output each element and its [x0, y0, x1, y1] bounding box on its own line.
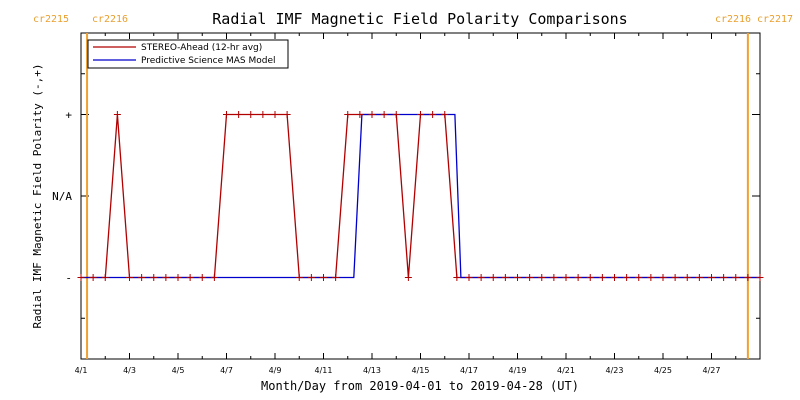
- x-tick-label: 4/11: [315, 366, 333, 375]
- data-point: [295, 274, 303, 281]
- data-point: [732, 274, 740, 281]
- data-point: [453, 274, 461, 281]
- data-point: [186, 274, 194, 281]
- legend-box: [87, 39, 289, 69]
- data-point: [501, 274, 509, 281]
- data-point: [744, 274, 752, 281]
- x-tick-label: 4/23: [606, 366, 624, 375]
- x-tick-label: 4/9: [269, 366, 282, 375]
- data-point: [392, 111, 400, 118]
- x-tick-label: 4/3: [123, 366, 136, 375]
- axes: 4/1 4/3 4/5 4/7 4/9 4/11 4/13 4/15 4/17 4/19 4/21 4…: [52, 33, 761, 375]
- legend: STEREO-Ahead (12-hr avg) Predictive Scie…: [87, 39, 289, 69]
- data-point: [247, 111, 255, 118]
- data-point: [611, 274, 618, 281]
- x-tick-label: 4/15: [412, 366, 430, 375]
- data-point: [574, 274, 582, 281]
- data-point: [538, 274, 546, 281]
- x-tick-label: 4/1: [75, 366, 88, 375]
- data-point: [562, 274, 570, 281]
- data-point: [417, 111, 424, 118]
- y-axis-label: Radial IMF Magnetic Field Polarity (-,+): [31, 64, 44, 329]
- data-point: [659, 274, 667, 281]
- data-point: [368, 111, 376, 118]
- data-point: [683, 274, 691, 281]
- data-point: [344, 111, 352, 118]
- x-tick-label: 4/13: [363, 366, 381, 375]
- data-point: [489, 274, 497, 281]
- x-tick-label: 4/5: [172, 366, 185, 375]
- data-point: [307, 274, 315, 281]
- data-point: [550, 274, 558, 281]
- data-point: [223, 111, 230, 118]
- data-point: [720, 274, 728, 281]
- data-point: [465, 274, 473, 281]
- x-tick-label: 4/25: [654, 366, 672, 375]
- rotation-label-right-2: cr2217: [757, 14, 793, 25]
- x-tick-label: 4/19: [509, 366, 527, 375]
- data-point: [235, 111, 243, 118]
- x-axis-label: Month/Day from 2019-04-01 to 2019-04-28 …: [261, 379, 579, 393]
- data-point: [332, 274, 340, 281]
- chart-title: Radial IMF Magnetic Field Polarity Compa…: [212, 10, 627, 28]
- x-tick-label: 4/17: [460, 366, 478, 375]
- data-point: [623, 274, 631, 281]
- data-point: [126, 274, 133, 281]
- series-line-1: [81, 113, 760, 279]
- data-point: [150, 274, 158, 281]
- x-tick-label: 4/21: [557, 366, 575, 375]
- data-point: [441, 111, 449, 118]
- data-point: [356, 111, 364, 118]
- data-point: [477, 274, 485, 281]
- data-point: [380, 111, 388, 118]
- data-point: [526, 274, 534, 281]
- data-point: [756, 274, 764, 281]
- data-point: [586, 274, 594, 281]
- data-point: [113, 111, 121, 118]
- plot-frame: [80, 32, 761, 360]
- data-point: [514, 274, 521, 281]
- x-tick-label: 4/27: [703, 366, 721, 375]
- data-point: [210, 274, 218, 281]
- data-point: [198, 274, 206, 281]
- y-tick-label: N/A: [52, 190, 72, 203]
- data-point: [283, 111, 291, 118]
- data-point: [162, 274, 170, 281]
- data-point: [635, 274, 643, 281]
- legend-label-model: Predictive Science MAS Model: [141, 56, 276, 66]
- rotation-label-left-2: cr2216: [92, 14, 128, 25]
- data-point: [320, 274, 327, 281]
- data-point: [89, 274, 97, 281]
- data-point: [101, 274, 109, 281]
- y-tick-label: +: [65, 109, 72, 122]
- data-point: [647, 274, 655, 281]
- data-point: [695, 274, 703, 281]
- data-point: [708, 274, 715, 281]
- legend-label-stereo: STEREO-Ahead (12-hr avg): [141, 43, 262, 53]
- x-tick-label: 4/7: [220, 366, 233, 375]
- data-point: [429, 111, 437, 118]
- data-point: [404, 274, 412, 281]
- data-point: [671, 274, 679, 281]
- data-point: [77, 274, 85, 281]
- rotation-label-right-1: cr2216: [715, 14, 751, 25]
- series-line-0: [81, 113, 760, 279]
- y-tick-label: -: [65, 272, 72, 285]
- data-point: [174, 274, 182, 281]
- rotation-label-left-1: cr2215: [33, 14, 69, 25]
- data-point: [598, 274, 606, 281]
- rotation-markers: [86, 33, 749, 359]
- series-group: [77, 111, 764, 281]
- data-point: [138, 274, 146, 281]
- data-point: [271, 111, 279, 118]
- data-point: [259, 111, 267, 118]
